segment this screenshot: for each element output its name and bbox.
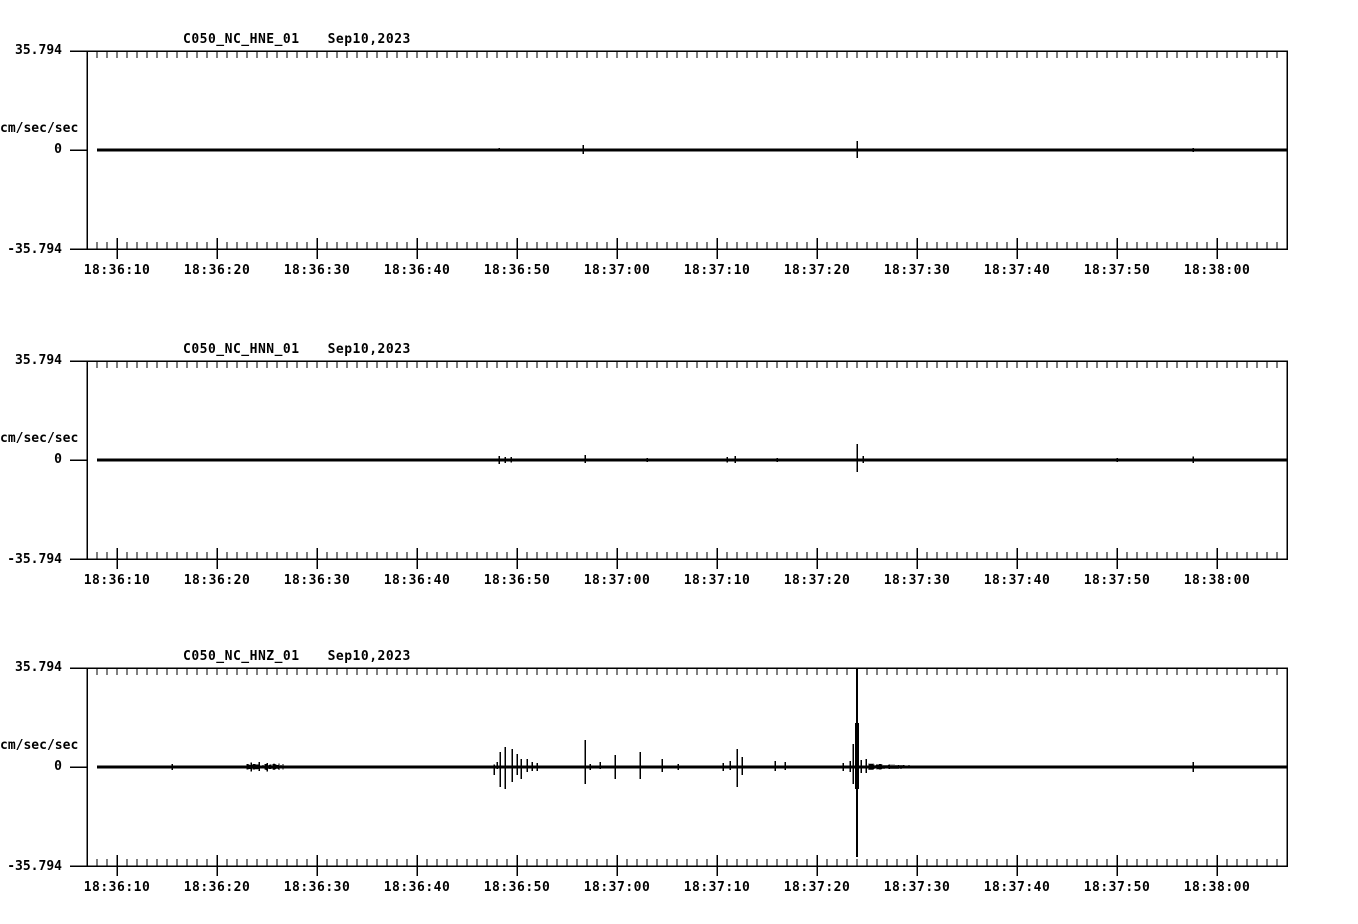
x-tick-label: 18:36:30: [283, 880, 351, 895]
x-tick-label: 18:37:50: [1083, 263, 1151, 278]
y-axis-unit-label: cm/sec/sec: [0, 738, 79, 753]
x-tick-label: 18:37:30: [883, 573, 951, 588]
x-tick-label: 18:37:20: [783, 573, 851, 588]
x-tick-label: 18:36:50: [483, 573, 551, 588]
x-tick-label: 18:37:00: [583, 263, 651, 278]
y-axis-unit-label: cm/sec/sec: [0, 121, 79, 136]
y-axis-min-label: -35.794: [7, 859, 62, 874]
y-axis-zero-label: 0: [54, 452, 62, 467]
station-channel-label: C050_NC_HNZ_01: [183, 649, 300, 664]
x-tick-label: 18:38:00: [1183, 263, 1251, 278]
x-axis-tick-labels: 18:36:10 18:36:20 18:36:30 18:36:40 18:36:50…: [0, 573, 1358, 589]
x-tick-label: 18:37:10: [683, 573, 751, 588]
x-tick-label: 18:36:50: [483, 880, 551, 895]
waveform-plot-hnn: [70, 360, 1288, 569]
y-axis-max-label: 35.794: [15, 660, 62, 675]
x-tick-label: 18:36:50: [483, 263, 551, 278]
seismogram-panel-hnn: C050_NC_HNN_01 Sep10,2023 35.794 cm/sec/s…: [0, 342, 1358, 593]
x-tick-label: 18:37:30: [883, 263, 951, 278]
x-tick-label: 18:37:50: [1083, 880, 1151, 895]
x-tick-label: 18:36:20: [183, 880, 251, 895]
y-axis-max-label: 35.794: [15, 43, 62, 58]
date-label: Sep10,2023: [327, 32, 411, 47]
station-channel-label: C050_NC_HNN_01: [183, 342, 300, 357]
date-label: Sep10,2023: [327, 342, 411, 357]
panel-title: C050_NC_HNE_01 Sep10,2023: [183, 32, 411, 47]
x-tick-label: 18:38:00: [1183, 880, 1251, 895]
y-axis-min-label: -35.794: [7, 552, 62, 567]
date-label: Sep10,2023: [327, 649, 411, 664]
x-tick-label: 18:36:40: [383, 880, 451, 895]
x-tick-label: 18:37:50: [1083, 573, 1151, 588]
x-tick-label: 18:37:20: [783, 263, 851, 278]
panel-title: C050_NC_HNN_01 Sep10,2023: [183, 342, 411, 357]
x-tick-label: 18:37:00: [583, 880, 651, 895]
waveform-plot-hnz: [70, 667, 1288, 876]
x-tick-label: 18:36:40: [383, 263, 451, 278]
x-tick-label: 18:36:20: [183, 573, 251, 588]
x-tick-label: 18:36:30: [283, 263, 351, 278]
x-tick-label: 18:36:40: [383, 573, 451, 588]
x-tick-label: 18:36:10: [83, 573, 151, 588]
y-axis-max-label: 35.794: [15, 353, 62, 368]
y-axis-zero-label: 0: [54, 759, 62, 774]
x-tick-label: 18:37:10: [683, 880, 751, 895]
x-tick-label: 18:37:10: [683, 263, 751, 278]
x-tick-label: 18:37:30: [883, 880, 951, 895]
panel-title: C050_NC_HNZ_01 Sep10,2023: [183, 649, 411, 664]
x-axis-tick-labels: 18:36:10 18:36:20 18:36:30 18:36:40 18:36:50…: [0, 263, 1358, 279]
x-tick-label: 18:37:40: [983, 573, 1051, 588]
x-tick-label: 18:36:10: [83, 880, 151, 895]
x-tick-label: 18:37:40: [983, 880, 1051, 895]
seismogram-panel-hnz: C050_NC_HNZ_01 Sep10,2023 35.794 cm/sec/s…: [0, 649, 1358, 900]
x-tick-label: 18:37:20: [783, 880, 851, 895]
y-axis-zero-label: 0: [54, 142, 62, 157]
y-axis-unit-label: cm/sec/sec: [0, 431, 79, 446]
x-tick-label: 18:36:20: [183, 263, 251, 278]
x-tick-label: 18:36:30: [283, 573, 351, 588]
x-tick-label: 18:38:00: [1183, 573, 1251, 588]
x-tick-label: 18:37:40: [983, 263, 1051, 278]
x-tick-label: 18:37:00: [583, 573, 651, 588]
x-axis-tick-labels: 18:36:10 18:36:20 18:36:30 18:36:40 18:36:50…: [0, 880, 1358, 896]
waveform-plot-hne: [70, 50, 1288, 259]
seismogram-panel-hne: C050_NC_HNE_01 Sep10,2023 35.794 cm/sec/s…: [0, 32, 1358, 283]
station-channel-label: C050_NC_HNE_01: [183, 32, 300, 47]
x-tick-label: 18:36:10: [83, 263, 151, 278]
y-axis-min-label: -35.794: [7, 242, 62, 257]
